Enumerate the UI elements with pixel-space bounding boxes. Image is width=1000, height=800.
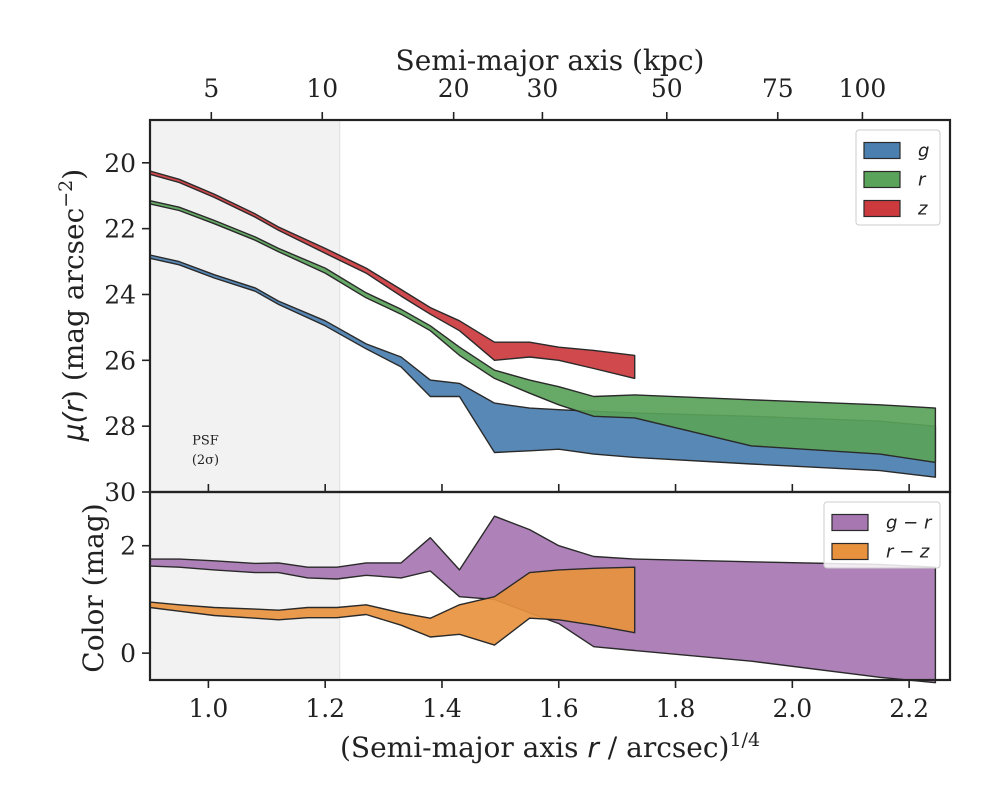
x-tick-label: 1.0 xyxy=(189,694,229,723)
y-axis-title-end: ) xyxy=(57,169,90,180)
y-tick-label: 28 xyxy=(104,412,136,441)
legend-label: r xyxy=(918,170,927,191)
top-panel-bands xyxy=(149,170,937,478)
bottom-x-axis-title: (Semi-major axis r / arcsec)1/4 xyxy=(340,729,760,764)
x-tick-label: 1.8 xyxy=(656,694,696,723)
legend-swatch xyxy=(831,542,869,561)
band-rz-1 xyxy=(149,566,636,646)
x-tick-label: 2.0 xyxy=(772,694,812,723)
x-axis-title-var: r xyxy=(587,731,600,764)
x-tick-label: 2.2 xyxy=(889,694,929,723)
top-x-tick-label: 10 xyxy=(306,74,338,103)
top-y-axis-title: μ(r) (mag arcsec−2) xyxy=(55,169,90,442)
legend-swatch xyxy=(863,170,901,189)
bottom-y-axis-title: Color (mag) xyxy=(77,503,110,672)
x-tick-label: 1.6 xyxy=(539,694,579,723)
y-axis-title-prefix: μ( xyxy=(57,411,90,442)
top-x-axis-title: Semi-major axis (kpc) xyxy=(396,44,705,77)
legend-swatch xyxy=(863,199,901,218)
psf-annotation-line1: PSF xyxy=(192,433,219,448)
top-x-tick-label: 30 xyxy=(527,74,559,103)
color-y-tick-label: 2 xyxy=(120,532,136,561)
legend-swatch xyxy=(831,513,869,532)
top-legend: grz xyxy=(855,129,941,226)
top-x-tick-label: 100 xyxy=(839,74,887,103)
top-x-tick-label: 75 xyxy=(762,74,794,103)
top-x-tick-label: 20 xyxy=(438,74,470,103)
y-axis-title-var: r xyxy=(57,399,90,412)
psf-annotation-line2: (2σ) xyxy=(192,453,219,468)
top-x-tick-label: 5 xyxy=(203,74,219,103)
x-axis-title-pre: (Semi-major axis xyxy=(340,731,587,764)
top-x-tick-label: 50 xyxy=(651,74,683,103)
y-tick-label: 26 xyxy=(104,346,136,375)
axis-ticks: 1.0 1.2 1.4 1.6 1.8 2.0 2.25 10 20 30 50 75 10020222… xyxy=(104,74,929,723)
legend-label: z xyxy=(917,199,928,220)
legend-label: g xyxy=(918,141,929,162)
x-tick-label: 1.2 xyxy=(305,694,345,723)
x-axis-title-sup: 1/4 xyxy=(729,729,760,751)
y-tick-label: 24 xyxy=(104,280,136,309)
bottom-legend: g − r r − z xyxy=(823,501,941,569)
color-y-tick-label: 0 xyxy=(120,639,136,668)
bottom-panel-frame xyxy=(148,490,952,682)
x-axis-title-mid: / arcsec) xyxy=(599,731,730,764)
band-z-2 xyxy=(149,170,636,380)
legend-swatch xyxy=(863,141,901,160)
y-tick-label: 22 xyxy=(104,215,136,244)
psf-region-bottom xyxy=(150,492,340,680)
y-axis-title-suffix: ) (mag arcsec xyxy=(57,208,90,401)
y-axis-title-sup: −2 xyxy=(55,180,77,208)
x-tick-label: 1.4 xyxy=(422,694,462,723)
y-tick-label: 20 xyxy=(104,149,136,178)
bottom-panel-bands xyxy=(149,515,937,684)
legend-label: g − r xyxy=(886,513,933,534)
psf-region-top xyxy=(150,120,340,492)
legend-label: r − z xyxy=(886,542,930,563)
y-tick-label: 30 xyxy=(104,478,136,507)
band-r-1 xyxy=(149,200,937,464)
